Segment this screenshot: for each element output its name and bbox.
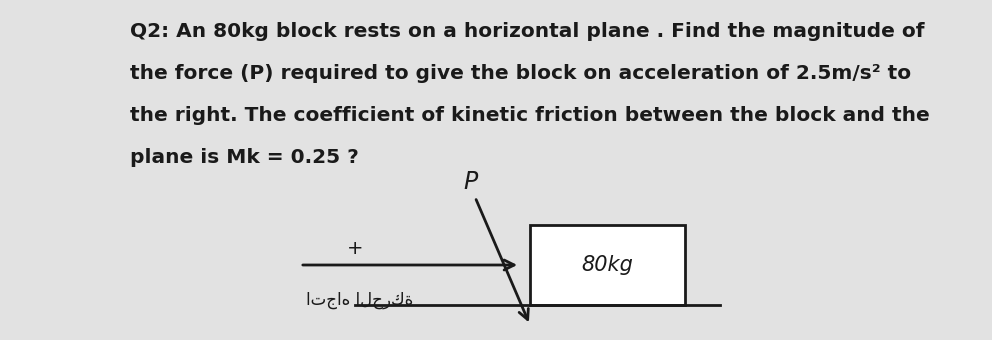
Bar (530, 225, 685, 305)
Text: 80kg: 80kg (581, 255, 634, 275)
Text: +: + (347, 238, 363, 257)
Text: P: P (463, 170, 477, 194)
Text: the right. The coefficient of kinetic friction between the block and the: the right. The coefficient of kinetic fr… (130, 106, 930, 125)
Text: اتجاه الحركة: اتجاه الحركة (307, 291, 414, 309)
Text: Q2: An 80kg block rests on a horizontal plane . Find the magnitude of: Q2: An 80kg block rests on a horizontal … (130, 22, 925, 41)
Text: plane is Mk = 0.25 ?: plane is Mk = 0.25 ? (130, 148, 359, 167)
Text: the force (P) required to give the block on acceleration of 2.5m/s² to: the force (P) required to give the block… (130, 64, 911, 83)
